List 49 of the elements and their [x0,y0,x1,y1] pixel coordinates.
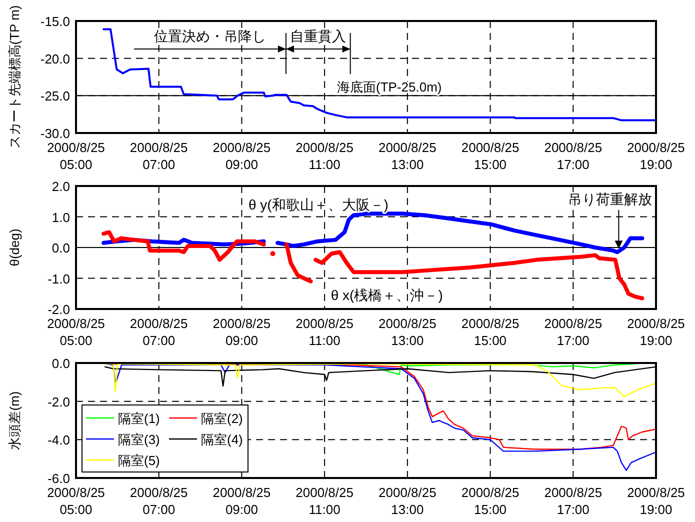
series-label: θ x(桟橋＋、沖－) [330,287,443,304]
x-tick-label: 2000/8/25 13:00 [378,140,436,172]
y-tick-label: -25.0 [40,88,70,104]
y-tick-label: -6.0 [48,471,70,486]
x-tick-label: 2000/8/25 17:00 [544,316,602,348]
x-tick-label: 2000/8/25 19:00 [627,140,685,172]
y-axis-title: 水頭差(m) [7,391,22,450]
y-axis-title: スカート先端標高(TP m) [7,5,22,149]
ref-line-label: 海底面(TP-25.0m) [337,80,442,95]
x-tick-label: 2000/8/25 15:00 [461,485,520,517]
y-tick-label: 0.0 [52,240,70,256]
x-tick-label: 2000/8/25 09:00 [212,485,271,517]
x-tick-label: 2000/8/25 15:00 [461,140,520,172]
y-tick-label: -30.0 [40,126,70,141]
x-tick-label: 2000/8/25 11:00 [296,140,354,172]
legend-label: 隔室(4) [201,432,243,447]
y-tick-label: 0.0 [52,356,70,371]
x-tick-label: 2000/8/25 17:00 [544,485,602,517]
y-tick-label: -2.0 [48,302,70,317]
x-tick-label: 2000/8/25 09:00 [212,316,271,348]
x-tick-label: 2000/8/25 17:00 [544,140,602,172]
x-tick-label: 2000/8/25 19:00 [627,485,685,517]
x-tick-label: 2000/8/25 05:00 [47,485,105,517]
y-tick-label: -20.0 [40,51,70,66]
y-tick-label: -15.0 [40,14,70,29]
legend-label: 隔室(1) [118,411,160,426]
annotation: 吊り荷重解放 [568,191,652,207]
x-tick-label: 2000/8/25 15:00 [461,316,520,348]
y-tick-label: -2.0 [48,394,70,410]
legend-label: 隔室(2) [201,411,243,426]
legend-label: 隔室(3) [118,432,160,447]
x-tick-label: 2000/8/25 09:00 [212,140,271,172]
x-tick-label: 2000/8/25 07:00 [130,485,188,517]
x-tick-label: 2000/8/25 13:00 [378,485,436,517]
x-tick-label: 2000/8/25 07:00 [130,316,188,348]
x-tick-label: 2000/8/25 05:00 [47,316,105,348]
x-tick-label: 2000/8/25 05:00 [47,140,105,172]
x-tick-label: 2000/8/25 19:00 [627,316,685,348]
series-label: θ y(和歌山＋、大阪－) [248,196,388,212]
x-tick-label: 2000/8/25 11:00 [296,316,354,348]
y-tick-label: 1.0 [52,210,70,225]
y-tick-label: 2.0 [52,179,70,194]
y-tick-label: -4.0 [48,432,70,448]
x-tick-label: 2000/8/25 11:00 [296,485,354,517]
y-tick-label: -1.0 [48,271,70,286]
x-tick-label: 2000/8/25 13:00 [378,316,436,348]
x-tick-label: 2000/8/25 07:00 [130,140,188,172]
legend-label: 隔室(5) [118,453,160,468]
y-axis-title: θ(deg) [7,228,22,266]
